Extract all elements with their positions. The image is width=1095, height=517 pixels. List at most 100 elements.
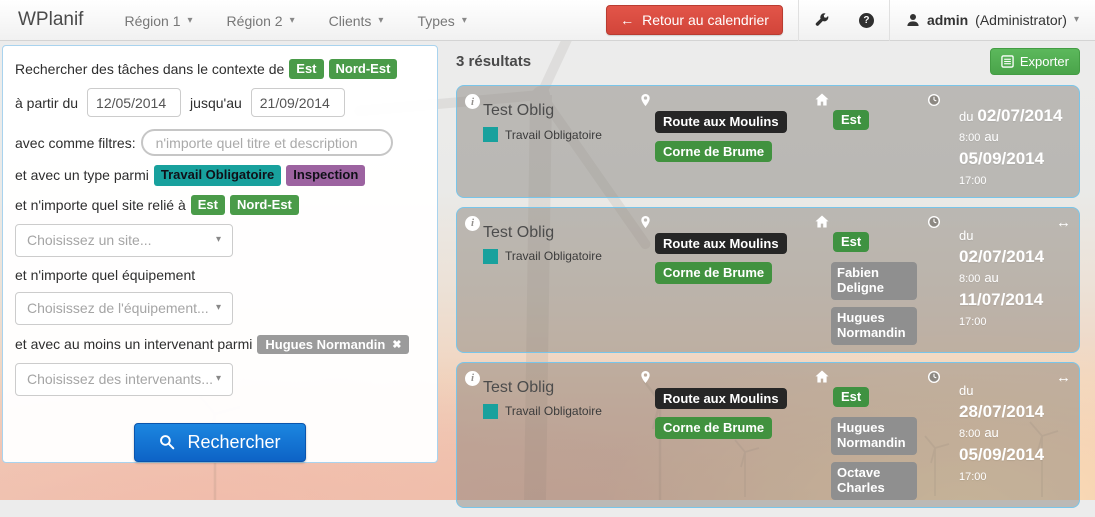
resize-icon[interactable]: ↔ (1056, 213, 1071, 231)
location-pin-icon (641, 215, 650, 228)
worker-badge: Hugues Normandin ✖ (257, 334, 410, 354)
results-panel: 3 résultats Exporter i Test Oblig Travai… (456, 48, 1080, 517)
home-icon (815, 93, 829, 106)
end-time: 17:00 (959, 316, 987, 329)
results-count: 3 résultats (456, 53, 532, 70)
remove-icon[interactable]: ✖ (392, 338, 402, 351)
question-icon: ? (858, 12, 874, 28)
from-label: du (959, 227, 974, 243)
title-filter-input[interactable] (140, 129, 393, 157)
home-icon (815, 370, 829, 383)
location-badges: Route aux Moulins Corne de Brume (655, 387, 813, 439)
to-label: au (984, 129, 999, 145)
region-badge: Nord-Est (328, 59, 398, 80)
type-badge: Inspection (286, 165, 366, 186)
help-button[interactable]: ? (844, 0, 889, 41)
worker-label: et avec au moins un intervenant parmi (15, 336, 253, 353)
site-select[interactable]: Choisissez un site... ▾ (15, 223, 233, 257)
search-button[interactable]: Rechercher (134, 422, 306, 462)
export-button[interactable]: Exporter (989, 48, 1080, 75)
info-icon[interactable]: i (465, 370, 480, 386)
navbar-right: ← Retour au calendrier ? admin (Administ… (606, 0, 1095, 41)
worker-badges: Hugues Normandin ✖ (257, 334, 410, 354)
brand-logo[interactable]: WPlanif (18, 9, 84, 30)
card-dates: du 02/07/2014 8:00 au 11/07/2014 17:00 (943, 226, 1051, 345)
search-icon (160, 435, 175, 450)
to-label: jusqu'au (190, 94, 242, 111)
from-label: à partir du (15, 94, 79, 111)
type-color-swatch (483, 127, 498, 142)
location-badges: Route aux Moulins Corne de Brume (655, 111, 813, 163)
people-badges: Fabien Deligne Hugues Normandin (831, 261, 927, 345)
start-time: 8:00 (959, 428, 981, 441)
caret-down-icon: ▾ (215, 302, 221, 314)
wrench-icon (815, 12, 829, 26)
location-badge: Route aux Moulins (655, 111, 787, 133)
person-badge: Hugues Normandin (831, 416, 917, 455)
info-icon[interactable]: i (465, 215, 480, 231)
end-date: 05/09/2014 (959, 444, 1045, 464)
from-label: du (959, 382, 974, 398)
to-label: au (984, 270, 999, 286)
site-badge: Est (833, 386, 870, 407)
settings-wrench-button[interactable] (799, 0, 844, 41)
end-time: 17:00 (959, 175, 987, 188)
person-badge: Octave Charles (831, 461, 917, 500)
end-date: 05/09/2014 (959, 148, 1045, 168)
end-date-input[interactable] (250, 88, 345, 118)
caret-down-icon: ▾ (215, 373, 221, 385)
card-type-label: Travail Obligatoire (505, 404, 602, 419)
location-pin-icon (641, 370, 650, 383)
nav-item[interactable]: Région 2 ▾ (226, 12, 295, 29)
result-card: i Test Oblig Travail Obligatoire Route a… (456, 206, 1080, 353)
card-title: Test Oblig (483, 102, 555, 119)
caret-down-icon: ▾ (378, 14, 384, 26)
site-label: et n'importe quel site relié à (15, 196, 186, 213)
nav-item[interactable]: Clients ▾ (328, 12, 384, 29)
type-badge: Travail Obligatoire (153, 165, 282, 186)
nav-item[interactable]: Région 1 ▾ (124, 12, 193, 29)
location-badge: Corne de Brume (655, 262, 773, 284)
results-header: 3 résultats Exporter (456, 48, 1080, 75)
user-role: (Administrator) (975, 12, 1067, 28)
context-badges: Est Nord-Est (289, 59, 398, 80)
caret-down-icon: ▾ (215, 234, 221, 246)
info-icon[interactable]: i (465, 94, 480, 109)
back-to-calendar-button[interactable]: ← Retour au calendrier (606, 5, 783, 35)
card-dates: du 28/07/2014 8:00 au 05/09/2014 17:00 (943, 381, 1051, 500)
end-date: 11/07/2014 (959, 289, 1044, 309)
caret-down-icon: ▾ (289, 14, 295, 26)
person-badge: Hugues Normandin (831, 306, 917, 345)
user-menu[interactable]: admin (Administrator) ▾ (890, 0, 1095, 41)
results-list: i Test Oblig Travail Obligatoire Route a… (456, 85, 1080, 508)
person-badge: Fabien Deligne (831, 261, 917, 300)
card-type-label: Travail Obligatoire (505, 249, 602, 264)
user-icon (907, 14, 919, 26)
caret-down-icon: ▾ (187, 14, 193, 26)
user-name: admin (926, 12, 969, 28)
site-badge: Est (833, 110, 870, 131)
result-card: i Test Oblig Travail Obligatoire Route a… (456, 85, 1080, 198)
location-badge: Route aux Moulins (655, 387, 787, 410)
worker-select[interactable]: Choisissez des intervenants... ▾ (15, 362, 233, 396)
region-badge: Est (190, 194, 225, 215)
location-badge: Route aux Moulins (655, 232, 787, 255)
card-title: Test Oblig (483, 378, 555, 396)
start-date-input[interactable] (87, 88, 182, 118)
clock-icon (928, 94, 940, 106)
site-badge: Est (833, 231, 870, 252)
site-badges: Est Nord-Est (190, 194, 299, 215)
type-label: et avec un type parmi (15, 167, 149, 184)
location-badge: Corne de Brume (655, 417, 773, 439)
region-badge: Est (289, 59, 324, 80)
result-card: i Test Oblig Travail Obligatoire Route a… (456, 361, 1080, 508)
type-color-swatch (483, 248, 498, 264)
region-badge: Nord-Est (230, 194, 299, 215)
nav-item[interactable]: Types ▾ (417, 12, 467, 29)
from-label: du (959, 109, 974, 124)
equipment-select[interactable]: Choisissez de l'équipement... ▾ (15, 291, 233, 325)
start-date: 02/07/2014 (977, 106, 1063, 125)
resize-icon[interactable]: ↔ (1056, 368, 1071, 386)
clock-icon (928, 370, 940, 383)
navbar: WPlanif Région 1 ▾ Région 2 ▾ Clients ▾ … (0, 0, 1095, 41)
